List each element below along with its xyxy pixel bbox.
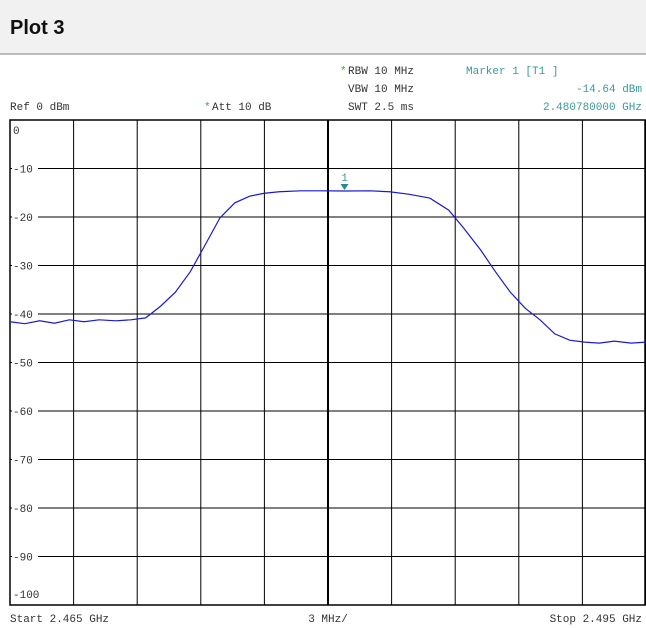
y-tick-bg	[12, 162, 38, 175]
y-tick-label: -10	[13, 165, 33, 177]
y-tick-label: -30	[13, 262, 33, 274]
reference: Ref 0 dBm	[10, 102, 70, 114]
attenuation: Att 10 dB	[212, 102, 272, 114]
setting: VBW 10 MHz	[348, 84, 414, 96]
y-tick-label: -90	[13, 553, 33, 565]
marker-title: Marker 1 [T1 ]	[466, 66, 558, 78]
y-tick-bg	[12, 502, 38, 514]
setting: RBW 10 MHz	[348, 66, 414, 78]
header-band	[0, 0, 646, 54]
y-tick-bg	[12, 308, 38, 320]
plot-frame	[9, 119, 646, 606]
header-title: Plot 3	[10, 17, 64, 39]
att-flag: *	[204, 102, 211, 114]
trace	[9, 190, 646, 344]
y-tick-label: -20	[13, 213, 33, 225]
y-tick-label: -80	[13, 504, 33, 516]
y-tick-bg	[12, 124, 38, 136]
y-tick-bg	[12, 211, 38, 223]
marker	[340, 184, 349, 191]
marker-label: 1	[341, 173, 348, 185]
marker-frequency: 2.480780000 GHz	[543, 102, 642, 114]
y-tick-label: -60	[13, 407, 33, 419]
setting-flag: *	[340, 66, 347, 78]
stop-label: Stop 2.495 GHz	[550, 614, 642, 626]
start-label: Start 2.465 GHz	[10, 614, 109, 626]
y-tick-label: -100	[13, 590, 39, 602]
span-label: 3 MHz/	[308, 614, 348, 626]
y-tick-bg	[12, 588, 38, 600]
y-tick-label: -50	[13, 359, 33, 371]
y-tick-bg	[12, 405, 38, 417]
y-tick-bg	[12, 550, 38, 563]
y-tick-label: 0	[13, 126, 20, 138]
y-tick-label: -40	[13, 310, 33, 322]
y-tick-bg	[12, 453, 38, 466]
marker-level: -14.64 dBm	[576, 84, 642, 96]
y-tick-label: -70	[13, 456, 33, 468]
y-tick-bg	[12, 259, 38, 272]
setting: SWT 2.5 ms	[348, 102, 414, 114]
y-tick-bg	[12, 356, 38, 369]
